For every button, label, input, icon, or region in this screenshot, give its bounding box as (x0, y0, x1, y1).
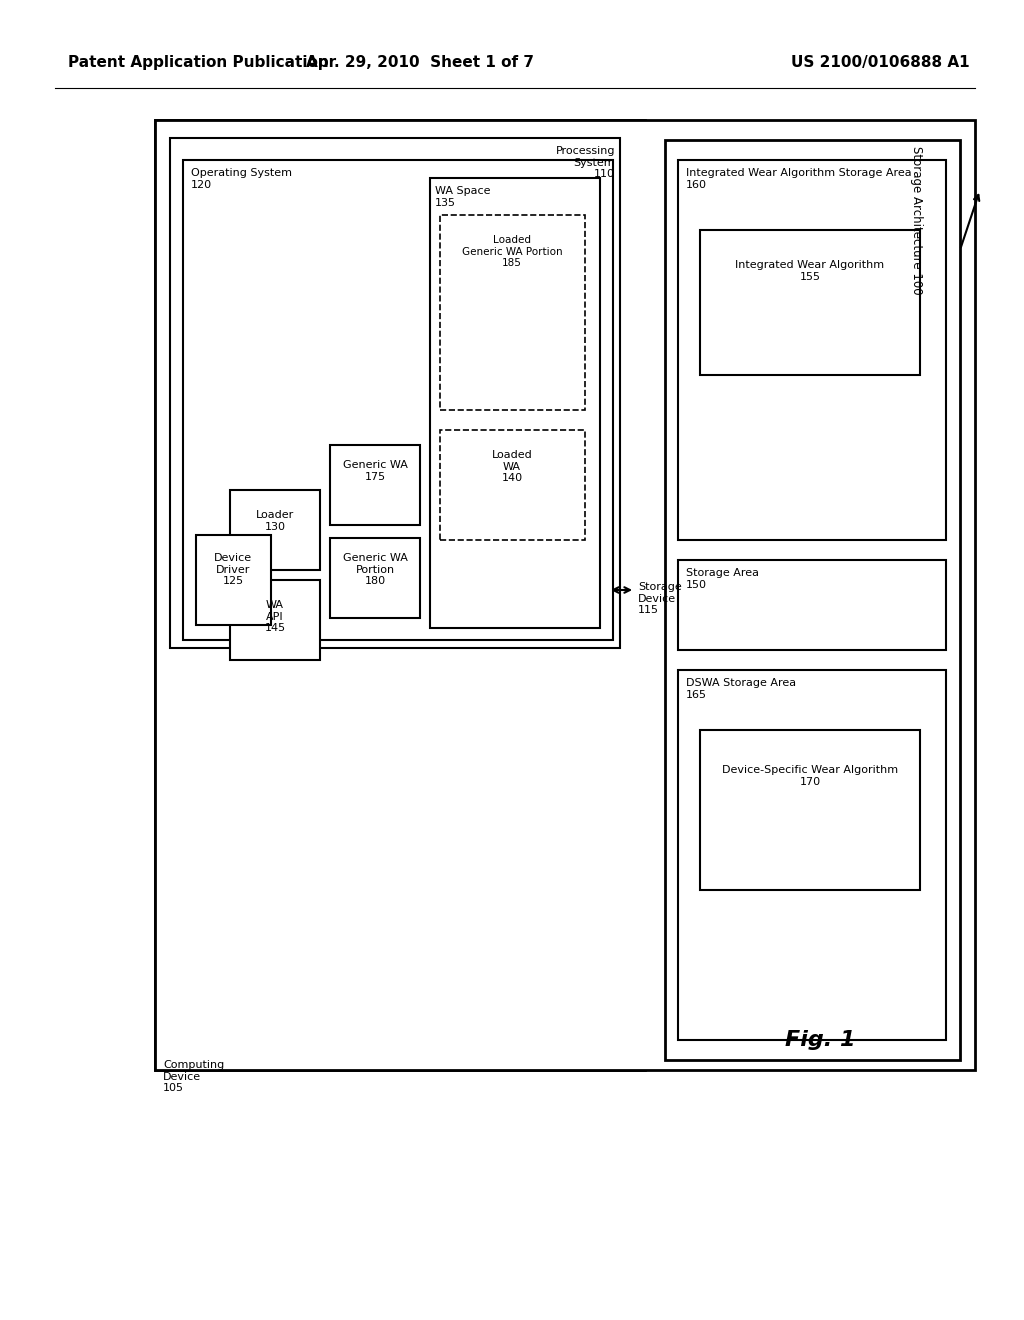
Bar (440, 430, 585, 540)
Text: Loader
130: Loader 130 (256, 510, 294, 532)
Text: Generic WA
Portion
180: Generic WA Portion 180 (343, 553, 408, 586)
Bar (196, 535, 271, 624)
Text: Device
Driver
125: Device Driver 125 (214, 553, 252, 586)
Bar (678, 671, 946, 1040)
Bar (430, 178, 600, 628)
Bar (678, 160, 946, 540)
Text: DSWA Storage Area
165: DSWA Storage Area 165 (686, 678, 796, 700)
Bar (170, 139, 620, 648)
Text: US 2100/0106888 A1: US 2100/0106888 A1 (791, 54, 970, 70)
Bar (678, 560, 946, 649)
Text: WA Space
135: WA Space 135 (435, 186, 490, 207)
Bar (155, 120, 645, 1071)
Text: Device-Specific Wear Algorithm
170: Device-Specific Wear Algorithm 170 (722, 766, 898, 787)
Text: Storage Area
150: Storage Area 150 (686, 568, 759, 590)
Text: Operating System
120: Operating System 120 (191, 168, 292, 190)
Text: Loaded
Generic WA Portion
185: Loaded Generic WA Portion 185 (462, 235, 562, 268)
Bar (230, 490, 319, 570)
Bar (330, 539, 420, 618)
Text: Fig. 1: Fig. 1 (784, 1030, 855, 1049)
Text: WA
API
145: WA API 145 (264, 601, 286, 634)
Text: Storage Architecture 100: Storage Architecture 100 (910, 145, 923, 294)
Bar (700, 730, 920, 890)
Text: Integrated Wear Algorithm Storage Area
160: Integrated Wear Algorithm Storage Area 1… (686, 168, 911, 190)
Bar (700, 230, 920, 375)
Text: Loaded
WA
140: Loaded WA 140 (492, 450, 532, 483)
Bar (330, 445, 420, 525)
Text: Processing
System
110: Processing System 110 (555, 147, 615, 180)
Text: Computing
Device
105: Computing Device 105 (163, 1060, 224, 1093)
Text: Integrated Wear Algorithm
155: Integrated Wear Algorithm 155 (735, 260, 885, 281)
Bar (440, 215, 585, 411)
Bar (230, 579, 319, 660)
Bar (155, 120, 975, 1071)
Bar (183, 160, 613, 640)
Text: Apr. 29, 2010  Sheet 1 of 7: Apr. 29, 2010 Sheet 1 of 7 (306, 54, 534, 70)
Text: Patent Application Publication: Patent Application Publication (68, 54, 329, 70)
Text: Storage
Device
115: Storage Device 115 (638, 582, 682, 615)
Text: Generic WA
175: Generic WA 175 (343, 459, 408, 482)
Bar (665, 140, 961, 1060)
